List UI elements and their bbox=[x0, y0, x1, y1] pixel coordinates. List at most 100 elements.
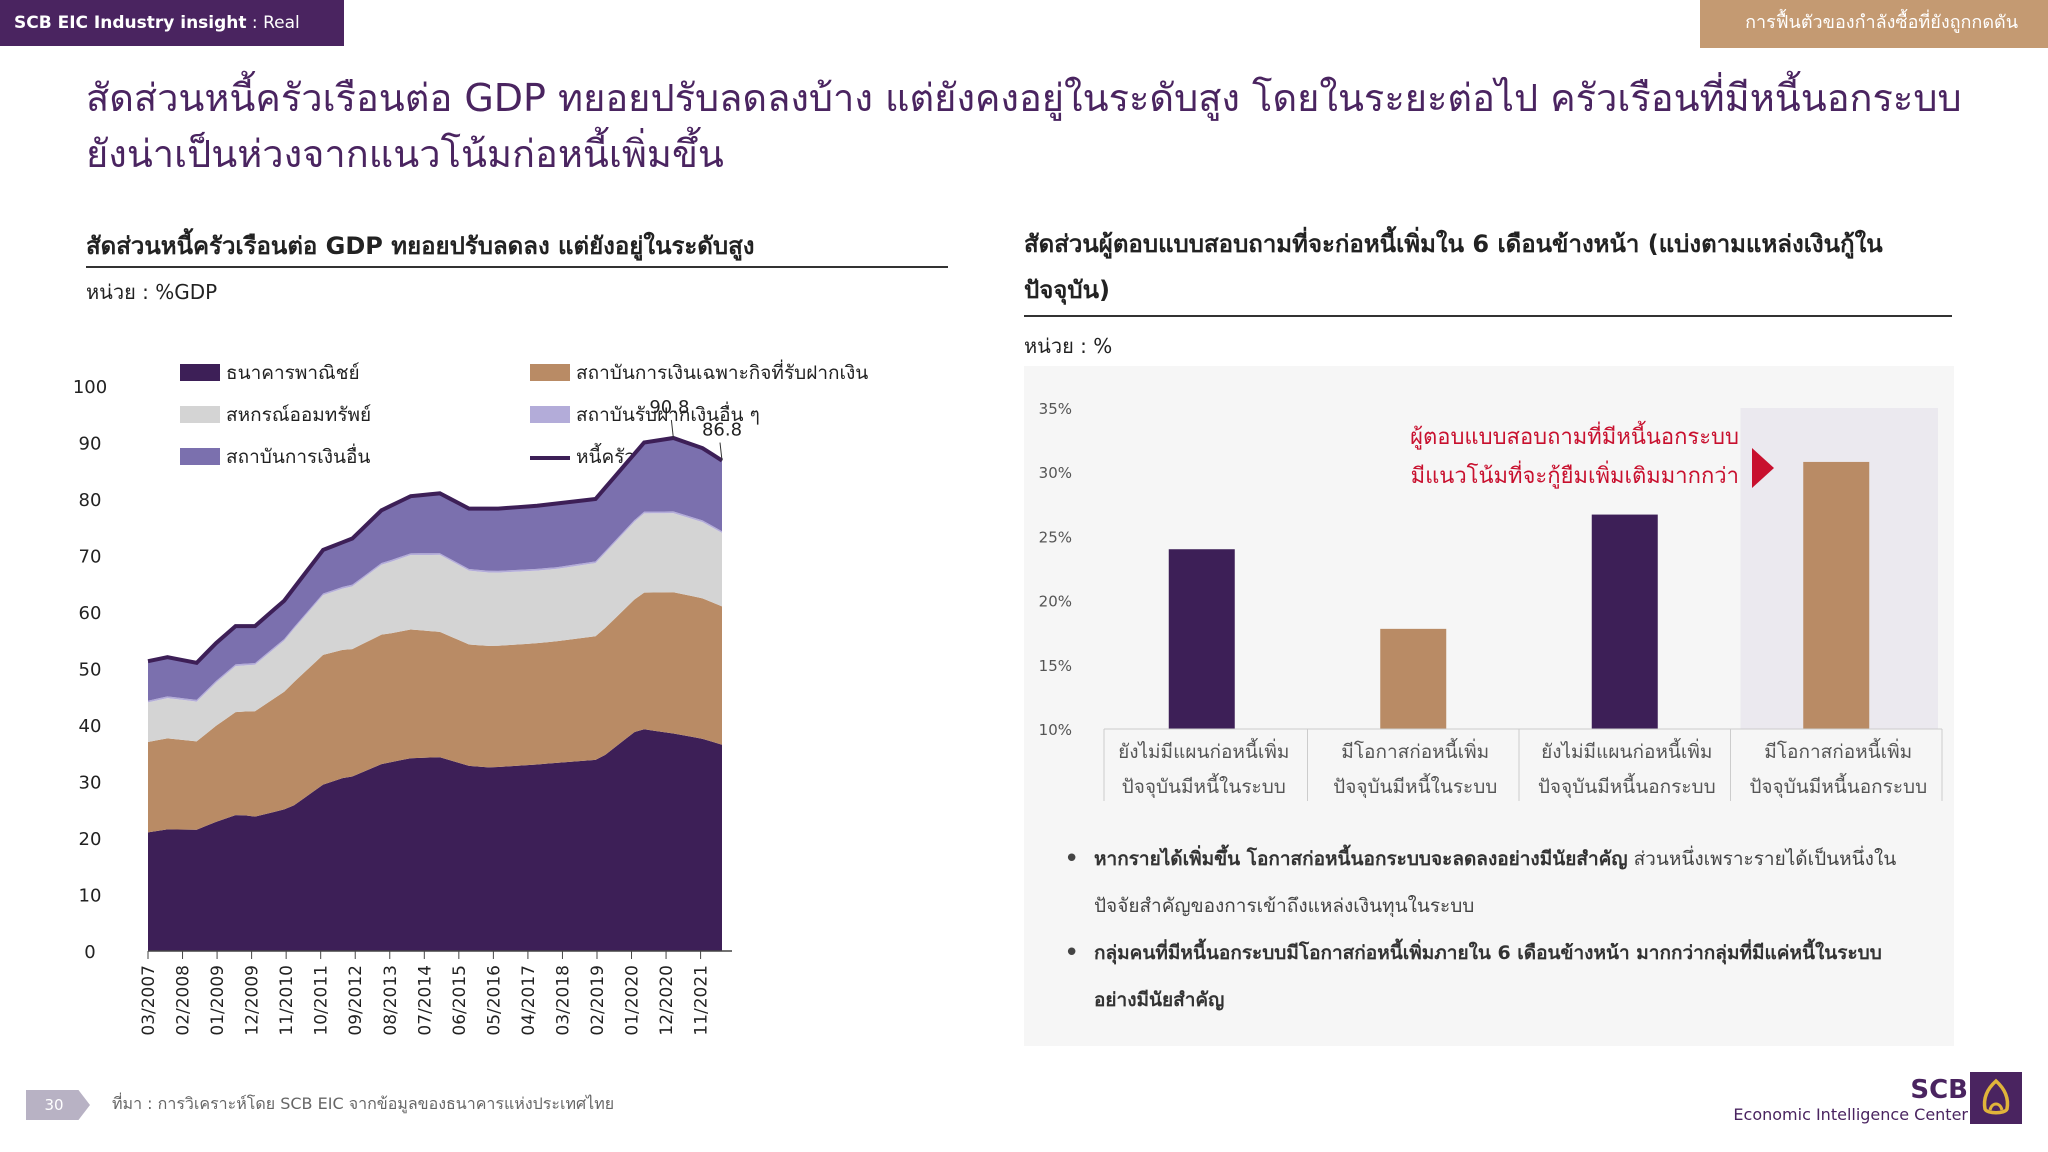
area-annotations: 90.8 86.8 bbox=[649, 397, 742, 461]
annotation-line-2: มีแนวโน้มที่จะกู้ยืมเพิ่มเติมมากกว่า bbox=[1411, 460, 1739, 489]
x-tick-label: 01/2020 bbox=[623, 965, 643, 1036]
bar-mark-4 bbox=[1803, 461, 1870, 729]
bar-y-tick-label: 30% bbox=[1039, 464, 1072, 482]
y-tick-label: 40 bbox=[79, 716, 102, 737]
x-tick-label: 12/2020 bbox=[657, 965, 677, 1036]
finding-item-2: กลุ่มคนที่มีหนี้นอกระบบมีโอกาสก่อหนี้เพิ… bbox=[1060, 930, 1920, 1024]
header-brand-bar: SCB EIC Industry insight : Real estate bbox=[0, 0, 344, 79]
bar-mark-3 bbox=[1591, 514, 1658, 729]
y-tick-label: 20 bbox=[79, 829, 102, 850]
finding-2-bold: กลุ่มคนที่มีหนี้นอกระบบมีโอกาสก่อหนี้เพิ… bbox=[1094, 942, 1882, 964]
header-section-tab[interactable]: การฟื้นตัวของกำลังซื้อที่ยังถูกกดดัน bbox=[1700, 0, 2048, 48]
annotation-line-1: ผู้ตอบแบบสอบถามที่มีหนี้นอกระบบ bbox=[1410, 421, 1739, 450]
y-tick-label: 70 bbox=[79, 547, 102, 568]
area-y-axis: 0 10 20 30 40 50 60 70 80 90 100 bbox=[73, 377, 107, 963]
headline-line-1: สัดส่วนหนี้ครัวเรือนต่อ GDP ทยอยปรับลดลง… bbox=[86, 76, 1962, 120]
y-tick-label: 30 bbox=[79, 773, 102, 794]
x-tick-label: 02/2019 bbox=[588, 965, 608, 1036]
x-tick-label: 01/2009 bbox=[208, 965, 228, 1036]
x-tick-label: 12/2009 bbox=[243, 965, 263, 1036]
page-number: 30 bbox=[26, 1090, 90, 1120]
bar-y-tick-label: 10% bbox=[1039, 721, 1072, 739]
header-section: : Real estate bbox=[14, 13, 300, 79]
legend-swatch-other-deposit bbox=[530, 406, 570, 423]
finding-item-1: หากรายได้เพิ่มขึ้น โอกาสก่อหนี้นอกระบบจะ… bbox=[1060, 836, 1920, 930]
area-series-commercial-banks bbox=[148, 729, 722, 951]
bar-category-label: ปัจจุบันมีหนี้ในระบบ bbox=[1333, 773, 1497, 799]
bar-y-tick-label: 25% bbox=[1039, 528, 1072, 546]
legend-swatch-coop bbox=[180, 406, 220, 423]
scb-eic-logo-text: SCB Economic Intelligence Center bbox=[1733, 1076, 1968, 1126]
bar-category-label: ยังไม่มีแผนก่อหนี้เพิ่ม bbox=[1541, 738, 1712, 763]
bar-category-label: มีโอกาสก่อหนี้เพิ่ม bbox=[1341, 738, 1489, 763]
bar-category-label: ปัจจุบันมีหนี้นอกระบบ bbox=[1749, 773, 1927, 799]
bar-y-tick-label: 35% bbox=[1039, 400, 1072, 418]
legend-label-other-deposit: สถาบันรับฝากเงินอื่น ๆ bbox=[576, 401, 760, 426]
x-tick-label: 10/2011 bbox=[312, 965, 332, 1036]
left-title-rule bbox=[86, 266, 948, 268]
bar-category-label: ปัจจุบันมีหนี้ในระบบ bbox=[1122, 773, 1286, 799]
bar-mark-2 bbox=[1380, 628, 1447, 729]
x-tick-label: 04/2017 bbox=[519, 965, 539, 1036]
x-tick-label: 06/2015 bbox=[450, 965, 470, 1036]
y-tick-label: 100 bbox=[73, 377, 107, 398]
bar-y-tick-label: 15% bbox=[1039, 657, 1072, 675]
logo-eic: Economic Intelligence Center bbox=[1733, 1105, 1968, 1124]
right-unit-label: หน่วย : % bbox=[1024, 334, 1113, 358]
left-unit-label: หน่วย : %GDP bbox=[86, 280, 218, 304]
finding-1-text-cont: ปัจจัยสำคัญของการเข้าถึงแหล่งเงินทุนในระ… bbox=[1094, 895, 1475, 917]
annotation-value: 90.8 bbox=[649, 397, 689, 418]
y-tick-label: 90 bbox=[79, 434, 102, 455]
x-tick-label: 08/2013 bbox=[381, 965, 401, 1036]
legend-swatch-other-fin bbox=[180, 448, 220, 465]
debt-intention-bar-chart: 10% 15% 20% 25% 30% 35% ยังไม่มีแผนก่อหนี้เพิ… bbox=[1039, 400, 1943, 801]
annotation-leader bbox=[719, 442, 723, 461]
header-brand: SCB EIC Industry insight bbox=[14, 13, 247, 33]
y-tick-label: 60 bbox=[79, 603, 102, 624]
area-series-other-fin bbox=[148, 437, 722, 701]
bar-marks bbox=[1168, 461, 1870, 729]
x-tick-label: 11/2021 bbox=[692, 965, 712, 1036]
finding-2-bold-cont: อย่างมีนัยสำคัญ bbox=[1094, 989, 1225, 1011]
area-series-sfi bbox=[148, 592, 722, 833]
y-tick-label: 80 bbox=[79, 490, 102, 511]
legend-label-commercial-banks: ธนาคารพาณิชย์ bbox=[226, 362, 360, 384]
x-tick-label: 05/2016 bbox=[484, 965, 504, 1036]
logo-scb: SCB bbox=[1910, 1075, 1968, 1105]
left-chart-title: สัดส่วนหนี้ครัวเรือนต่อ GDP ทยอยปรับลดลง… bbox=[86, 232, 755, 260]
x-tick-label: 07/2014 bbox=[415, 965, 435, 1036]
y-tick-label: 0 bbox=[84, 942, 95, 963]
area-legend: ธนาคารพาณิชย์ สถาบันการเงินเฉพาะกิจที่รั… bbox=[180, 359, 868, 468]
x-tick-label: 11/2010 bbox=[277, 965, 297, 1036]
bar-annotation: ผู้ตอบแบบสอบถามที่มีหนี้นอกระบบ มีแนวโน้… bbox=[1410, 421, 1774, 489]
household-debt-area-chart: ธนาคารพาณิชย์ สถาบันการเงินเฉพาะกิจที่รั… bbox=[73, 359, 868, 1036]
y-tick-label: 50 bbox=[79, 660, 102, 681]
area-layers bbox=[147, 435, 724, 951]
x-tick-label: 03/2018 bbox=[553, 965, 573, 1036]
legend-swatch-commercial-banks bbox=[180, 364, 220, 381]
finding-1-bold: หากรายได้เพิ่มขึ้น โอกาสก่อหนี้นอกระบบจะ… bbox=[1094, 848, 1628, 870]
bar-x-axis: ยังไม่มีแผนก่อหนี้เพิ่มปัจจุบันมีหนี้ในร… bbox=[1103, 728, 1943, 801]
legend-label-coop: สหกรณ์ออมทรัพย์ bbox=[226, 404, 371, 426]
right-title-rule bbox=[1024, 315, 1952, 317]
key-findings-list: หากรายได้เพิ่มขึ้น โอกาสก่อหนี้นอกระบบจะ… bbox=[1060, 836, 1920, 1024]
right-chart-title-line-1: สัดส่วนผู้ตอบแบบสอบถามที่จะก่อหนี้เพิ่มใ… bbox=[1024, 230, 1883, 258]
legend-swatch-sfi bbox=[530, 364, 570, 381]
annotation-value: 86.8 bbox=[702, 420, 742, 441]
bar-mark-1 bbox=[1168, 549, 1235, 729]
x-tick-label: 03/2007 bbox=[139, 965, 159, 1036]
y-tick-label: 10 bbox=[79, 886, 102, 907]
source-note: ที่มา : การวิเคราะห์โดย SCB EIC จากข้อมู… bbox=[112, 1094, 615, 1113]
area-x-axis: 03/2007 02/2008 01/2009 12/2009 11/2010 10/20… bbox=[139, 950, 732, 1036]
annotation-arrow-icon bbox=[1752, 448, 1774, 488]
annotation-leader bbox=[670, 419, 674, 439]
page-headline: สัดส่วนหนี้ครัวเรือนต่อ GDP ทยอยปรับลดลง… bbox=[86, 70, 1986, 182]
right-chart-title-line-2: ปัจจุบัน) bbox=[1024, 276, 1110, 304]
total-debt-line bbox=[147, 435, 724, 666]
bar-category-label: มีโอกาสก่อหนี้เพิ่ม bbox=[1764, 738, 1912, 763]
bar-y-tick-label: 20% bbox=[1039, 593, 1072, 611]
scb-logo-icon bbox=[1970, 1072, 2022, 1124]
bar-category-label: ปัจจุบันมีหนี้นอกระบบ bbox=[1538, 773, 1716, 799]
x-tick-label: 09/2012 bbox=[346, 965, 366, 1036]
x-tick-label: 02/2008 bbox=[174, 965, 194, 1036]
